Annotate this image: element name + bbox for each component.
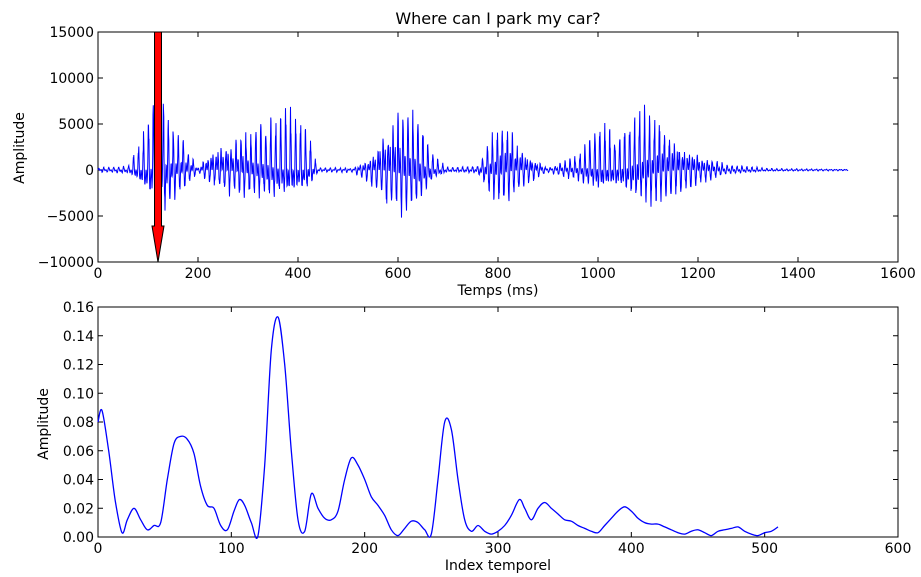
y-tick-label: 0	[85, 163, 94, 179]
y-tick-label: 15000	[49, 25, 94, 41]
x-tick-label: 0	[94, 541, 103, 557]
y-tick-label: 0.12	[63, 358, 94, 374]
x-tick-label: 800	[485, 266, 512, 282]
x-tick-label: 600	[885, 541, 912, 557]
x-axis-title: Temps (ms)	[457, 283, 539, 299]
y-axis-title: Amplitude	[36, 388, 52, 460]
x-tick-label: 1400	[780, 266, 816, 282]
y-axis-title: Amplitude	[12, 112, 28, 184]
waveform-chart: Where can I park my car? 0 200 400 600 800 10…	[12, 9, 916, 299]
x-tick-label: 1600	[880, 266, 916, 282]
y-tick-label: 10000	[49, 71, 94, 87]
correlation-chart: 0 100 200 300 400 500 600 0.00 0.02 0.04 0.06 0.08…	[36, 300, 911, 574]
x-tick-label: 400	[285, 266, 312, 282]
y-tick-label: 0.02	[63, 501, 94, 517]
y-tick-label: 0.06	[63, 444, 94, 460]
plot-frame	[97, 306, 899, 538]
x-tick-label: 0	[94, 266, 103, 282]
y-tick-label: 5000	[58, 117, 94, 133]
tick-marks	[97, 31, 899, 263]
x-tick-label: 1200	[680, 266, 716, 282]
x-tick-label: 500	[751, 541, 778, 557]
y-tick-label: −10000	[38, 255, 94, 271]
y-tick-label: 0.04	[63, 473, 94, 489]
y-tick-label: 0.16	[63, 300, 94, 316]
y-tick-label: 0.08	[63, 415, 94, 431]
x-tick-labels: 0 200 400 600 800 1000 1200 1400 1600	[94, 266, 916, 282]
y-tick-labels: 0.00 0.02 0.04 0.06 0.08 0.10 0.12 0.14 0.16	[63, 300, 94, 546]
x-tick-label: 400	[618, 541, 645, 557]
x-tick-label: 300	[485, 541, 512, 557]
y-tick-label: −5000	[47, 209, 94, 225]
y-tick-label: 0.00	[63, 530, 94, 546]
waveform-line	[97, 95, 849, 218]
x-tick-labels: 0 100 200 300 400 500 600	[94, 541, 912, 557]
x-tick-label: 200	[185, 266, 212, 282]
tick-marks	[97, 306, 899, 538]
curve-series	[97, 316, 779, 539]
y-tick-label: 0.14	[63, 329, 94, 345]
x-tick-label: 200	[351, 541, 378, 557]
red-arrow-marker	[151, 31, 165, 263]
x-tick-label: 600	[385, 266, 412, 282]
x-axis-title: Index temporel	[445, 558, 551, 574]
y-tick-label: 0.10	[63, 386, 94, 402]
waveform-series	[97, 95, 849, 218]
x-tick-label: 1000	[580, 266, 616, 282]
x-tick-label: 100	[218, 541, 245, 557]
y-tick-labels: −10000 −5000 0 5000 10000 15000	[38, 25, 94, 271]
chart-title: Where can I park my car?	[395, 9, 600, 28]
annotations	[151, 31, 165, 263]
curve-line	[97, 316, 779, 539]
